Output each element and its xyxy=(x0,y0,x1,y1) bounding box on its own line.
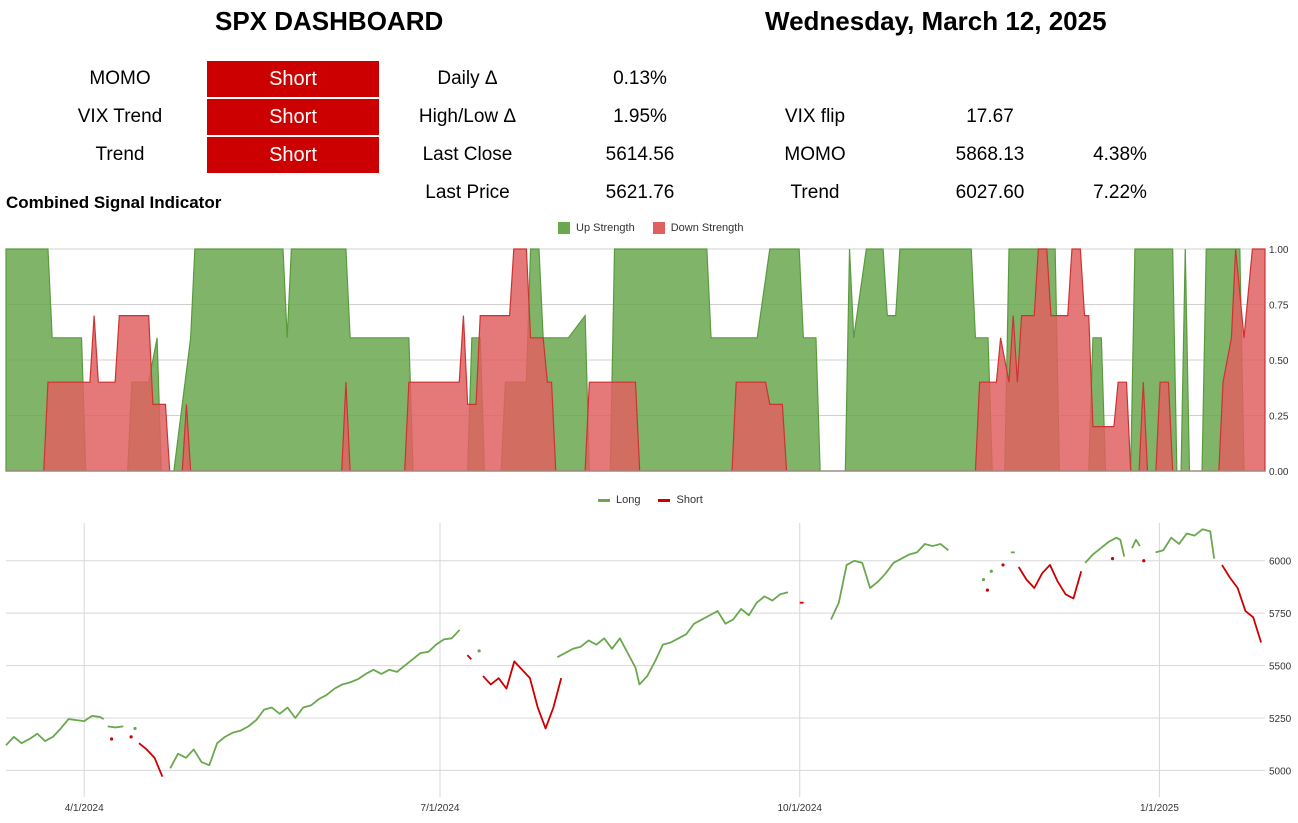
legend-label-long: Long xyxy=(616,494,641,506)
y-tick-label: 0.25 xyxy=(1269,412,1289,423)
level-label-trend: Trend xyxy=(790,182,840,203)
long-line-segment-dot xyxy=(133,726,137,731)
stat-label-high-low-delta: High/Low Δ xyxy=(418,106,517,127)
stat-label-daily-delta: Daily Δ xyxy=(437,68,498,89)
level-value-momo: 5868.13 xyxy=(955,144,1025,165)
short-line-segment-dot xyxy=(1001,563,1005,567)
long-line-segment xyxy=(107,725,124,729)
legend-swatch-down xyxy=(652,222,665,234)
level-label-momo: MOMO xyxy=(784,144,846,165)
long-line-segment xyxy=(556,591,789,686)
signal-label: MOMO xyxy=(89,68,151,89)
x-tick-label: 10/1/2024 xyxy=(777,803,822,814)
short-line-segment-dot xyxy=(1142,559,1146,563)
y-tick-label: 5250 xyxy=(1269,714,1292,725)
short-line-segment-dot xyxy=(985,588,989,592)
long-line-segment xyxy=(1084,536,1126,564)
stat-label-last-close: Last Close xyxy=(422,144,513,165)
long-line-segment-dot xyxy=(989,569,993,573)
short-line-segment xyxy=(1017,564,1083,600)
stat-value-last-price: 5621.76 xyxy=(605,182,675,203)
price-chart-legend: Long Short xyxy=(598,494,703,506)
signal-chart-title: Combined Signal Indicator xyxy=(6,193,222,212)
x-tick-label: 7/1/2024 xyxy=(421,803,460,814)
level-value-vix-flip: 17.67 xyxy=(966,106,1014,127)
short-line-segment xyxy=(466,654,472,660)
short-line-segment-dot xyxy=(1110,557,1115,561)
stat-value-high-low-delta: 1.95% xyxy=(613,106,667,127)
signal-chart-legend: Up Strength Down Strength xyxy=(558,222,743,234)
long-line-segment xyxy=(1131,538,1141,549)
stat-value-last-close: 5614.56 xyxy=(605,144,675,165)
y-tick-label: 0.75 xyxy=(1269,301,1289,312)
dashboard-date: Wednesday, March 12, 2025 xyxy=(765,6,1107,36)
x-tick-label: 1/1/2025 xyxy=(1140,803,1179,814)
dashboard-title: SPX DASHBOARD xyxy=(215,6,444,36)
signal-strength-chart: 0.00 0.25 0.50 0.75 1.00 xyxy=(5,245,1289,478)
legend-label-short: Short xyxy=(676,494,703,506)
long-line-segment xyxy=(830,543,949,620)
level-label-vix-flip: VIX flip xyxy=(784,106,846,127)
short-line-segment-dot xyxy=(129,735,133,739)
y-tick-label: 6000 xyxy=(1269,557,1292,568)
stat-label-last-price: Last Price xyxy=(425,182,510,203)
y-tick-label: 0.00 xyxy=(1269,467,1289,478)
level-pct-trend: 7.22% xyxy=(1093,182,1147,203)
signal-label: Trend xyxy=(95,144,145,165)
legend-swatch-up xyxy=(558,222,570,234)
long-line-segment xyxy=(1155,528,1216,559)
y-tick-label: 5750 xyxy=(1269,609,1292,620)
x-tick-label: 4/1/2024 xyxy=(65,803,104,814)
stat-value-daily-delta: 0.13% xyxy=(613,68,667,89)
level-value-trend: 6027.60 xyxy=(955,182,1025,203)
long-line-segment xyxy=(169,629,461,769)
signal-value-badge: Short xyxy=(207,61,379,97)
signal-label: VIX Trend xyxy=(77,106,163,127)
short-line-segment xyxy=(482,660,563,730)
long-line-segment-dot xyxy=(981,578,986,582)
short-line-segment-dot xyxy=(109,737,114,741)
signal-value-badge: Short xyxy=(207,137,379,173)
signal-value-badge: Short xyxy=(207,99,379,135)
y-tick-label: 5500 xyxy=(1269,662,1292,673)
legend-swatch-short xyxy=(658,498,671,502)
short-line-segment xyxy=(138,742,164,778)
legend-swatch-long xyxy=(598,498,610,502)
y-tick-label: 5000 xyxy=(1269,766,1292,777)
legend-label-up: Up Strength xyxy=(576,222,635,234)
legend-label-down: Down Strength xyxy=(670,222,744,234)
y-tick-label: 0.50 xyxy=(1269,356,1289,367)
long-line-segment xyxy=(5,715,105,746)
spx-price-chart: 5000 5250 5500 5750 6000 4/1/2024 7/1/2024 10/1… xyxy=(5,523,1292,814)
short-line-segment xyxy=(1221,564,1262,643)
level-pct-momo: 4.38% xyxy=(1093,144,1147,165)
y-tick-label: 1.00 xyxy=(1269,245,1289,256)
long-line-segment-dot xyxy=(477,649,481,653)
